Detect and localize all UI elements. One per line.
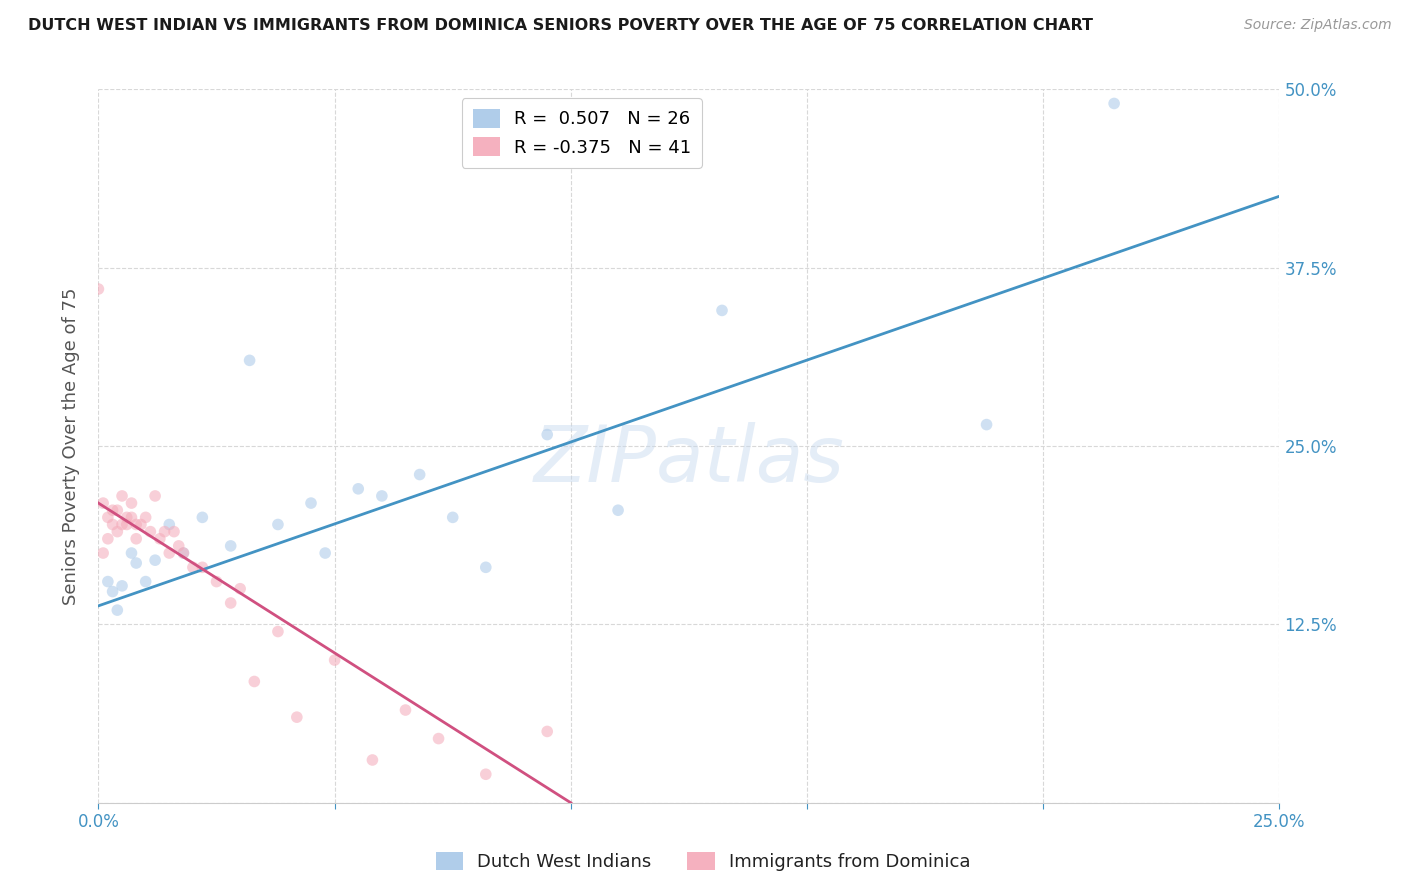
Point <box>91 546 114 560</box>
Point <box>101 503 124 517</box>
Point <box>101 517 124 532</box>
Point <box>1102 96 1125 111</box>
Point <box>111 579 134 593</box>
Point <box>125 517 148 532</box>
Point <box>314 546 336 560</box>
Point <box>101 584 124 599</box>
Point <box>536 724 558 739</box>
Point <box>172 546 194 560</box>
Point <box>229 582 252 596</box>
Point <box>121 546 143 560</box>
Point <box>299 496 322 510</box>
Point <box>427 731 450 746</box>
Point <box>115 517 138 532</box>
Point <box>91 496 114 510</box>
Point <box>97 510 120 524</box>
Legend: R =  0.507   N = 26, R = -0.375   N = 41: R = 0.507 N = 26, R = -0.375 N = 41 <box>461 98 702 168</box>
Point <box>172 546 194 560</box>
Point <box>219 596 242 610</box>
Point <box>408 467 430 482</box>
Point <box>711 303 734 318</box>
Point <box>536 427 558 442</box>
Point <box>125 532 148 546</box>
Point <box>135 510 157 524</box>
Point <box>153 524 176 539</box>
Point <box>243 674 266 689</box>
Point <box>121 510 143 524</box>
Point <box>115 510 138 524</box>
Point <box>347 482 370 496</box>
Point <box>121 496 143 510</box>
Point <box>157 517 180 532</box>
Point <box>111 517 134 532</box>
Point <box>205 574 228 589</box>
Text: ZIPatlas: ZIPatlas <box>533 422 845 499</box>
Point <box>139 524 162 539</box>
Legend: Dutch West Indians, Immigrants from Dominica: Dutch West Indians, Immigrants from Domi… <box>429 845 977 879</box>
Point <box>163 524 186 539</box>
Point <box>267 624 290 639</box>
Point <box>149 532 172 546</box>
Point <box>394 703 416 717</box>
Point <box>87 282 110 296</box>
Point <box>181 560 204 574</box>
Point <box>125 556 148 570</box>
Point <box>191 510 214 524</box>
Point <box>371 489 394 503</box>
Point <box>976 417 998 432</box>
Text: Source: ZipAtlas.com: Source: ZipAtlas.com <box>1244 18 1392 32</box>
Point <box>267 517 290 532</box>
Point <box>239 353 262 368</box>
Point <box>97 574 120 589</box>
Point <box>475 767 498 781</box>
Point <box>129 517 152 532</box>
Point <box>97 532 120 546</box>
Y-axis label: Seniors Poverty Over the Age of 75: Seniors Poverty Over the Age of 75 <box>62 287 80 605</box>
Point <box>167 539 190 553</box>
Point <box>105 503 128 517</box>
Point <box>105 603 128 617</box>
Point <box>111 489 134 503</box>
Point <box>607 503 630 517</box>
Point <box>191 560 214 574</box>
Text: DUTCH WEST INDIAN VS IMMIGRANTS FROM DOMINICA SENIORS POVERTY OVER THE AGE OF 75: DUTCH WEST INDIAN VS IMMIGRANTS FROM DOM… <box>28 18 1092 33</box>
Point <box>143 489 166 503</box>
Point <box>361 753 384 767</box>
Point <box>219 539 242 553</box>
Point <box>285 710 308 724</box>
Point <box>105 524 128 539</box>
Point <box>143 553 166 567</box>
Point <box>441 510 464 524</box>
Point <box>135 574 157 589</box>
Point <box>475 560 498 574</box>
Point <box>157 546 180 560</box>
Point <box>323 653 346 667</box>
